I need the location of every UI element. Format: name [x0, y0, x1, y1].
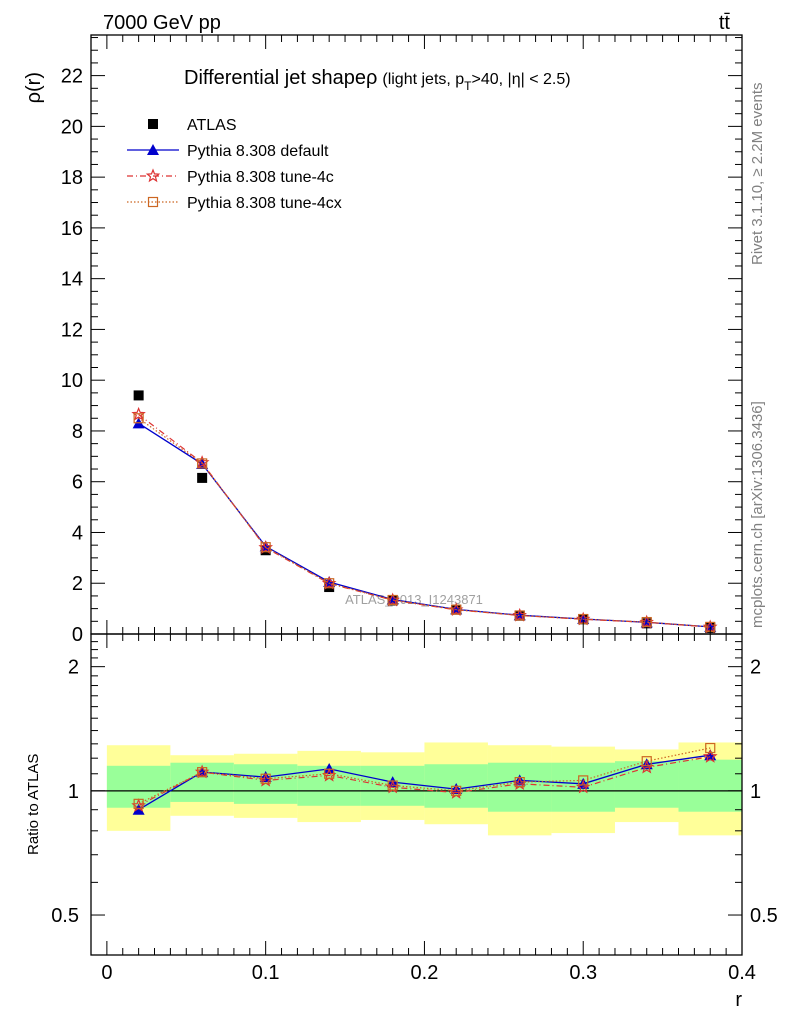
chart-title: Differential jet shapeρ (light jets, pT>4…	[184, 67, 571, 93]
x-tick-label: 0.2	[411, 962, 439, 984]
ratio-y-tick-label: 0.5	[750, 905, 778, 927]
rivet-label: Rivet 3.1.10, ≥ 2.2M events	[749, 83, 766, 266]
ratio-y-tick-label: 0.5	[51, 905, 79, 927]
ratio-y-tick-label: 2	[68, 657, 79, 679]
pythia-8-308-tune-4cx-point	[197, 458, 208, 469]
x-tick-label: 0.3	[569, 962, 597, 984]
process-label: tt̄	[719, 12, 731, 34]
main-panel: ρ(r) Differential jet shapeρ (light jets,…	[23, 34, 743, 646]
pythia-8-308-tune-4cx-ratio-point	[641, 756, 652, 767]
ratio-axes: 0 0.1 0.2 0.3 0.4 0.5 0.5 1 1 2 2	[51, 633, 778, 984]
y-tick-label: 12	[61, 319, 83, 341]
pythia-8-308-tune-4cx-ratio-point	[133, 798, 144, 809]
pythia-8-308-tune-4cx-point	[133, 413, 144, 424]
pythia-8-308-tune-4cx-ratio-point	[514, 777, 525, 788]
x-tick-label: 0	[101, 962, 112, 984]
atlas-data-point	[324, 582, 335, 593]
collision-label: 7000 GeV pp	[103, 12, 221, 34]
y-tick-label: 20	[61, 116, 83, 138]
pythia-8-308-default-ratio-point	[132, 803, 145, 815]
inner-band	[487, 762, 552, 812]
legend-label: ATLAS	[187, 117, 237, 134]
pythia-8-308-tune-4cx-point	[514, 610, 525, 621]
y-tick-label: 10	[61, 370, 83, 392]
pythia-8-308-default-ratio-point	[513, 774, 526, 786]
y-tick-label: 8	[72, 421, 83, 443]
legend: ATLAS Pythia 8.308 default Pythia 8.308 tu…	[127, 117, 342, 212]
main-y-axis-title: ρ(r)	[23, 72, 45, 103]
inner-band	[233, 764, 298, 804]
x-tick-label: 0.1	[252, 962, 280, 984]
pythia-8-308-tune-4cx-ratio-line	[138, 747, 711, 805]
pythia-8-308-tune-4cx-ratio-point	[260, 773, 271, 784]
legend-label: Pythia 8.308 default	[187, 143, 329, 160]
pythia-8-308-default-ratio-line	[138, 754, 711, 811]
inner-band	[678, 759, 742, 812]
pythia-8-308-tune-4cx-ratio-point	[578, 775, 589, 786]
ratio-y-tick-label: 2	[750, 657, 761, 679]
pythia-8-308-tune-4cx-point	[641, 616, 652, 628]
legend-marker	[148, 119, 158, 129]
x-axis-title: r	[735, 989, 742, 1011]
pythia-8-308-tune-4cx-ratio-point	[197, 767, 208, 778]
x-tick-label: 0.4	[728, 962, 756, 984]
legend-marker	[147, 144, 159, 155]
pythia-8-308-tune-4cx-ratio-point	[451, 785, 462, 796]
ratio-frame	[90, 633, 743, 956]
uncertainty-bands	[91, 742, 742, 836]
pythia-8-308-tune-4cx-line	[138, 417, 711, 628]
pythia-8-308-tune-4cx-point	[451, 604, 462, 615]
ratio-series-layer	[131, 742, 718, 815]
site-label: mcplots.cern.ch [arXiv:1306.3436]	[749, 401, 766, 628]
y-tick-label: 22	[61, 66, 83, 88]
pythia-8-308-default-ratio-point	[450, 783, 463, 795]
main-axes: 0 2 4 6 8 10 12 14 16 18 20 22	[61, 34, 743, 646]
y-tick-label: 4	[72, 522, 83, 544]
ratio-y-axis-title: Ratio to ATLAS	[25, 754, 42, 855]
pythia-8-308-tune-4cx-point	[324, 578, 335, 589]
pythia-8-308-tune-4c-point	[131, 406, 146, 421]
legend-marker	[147, 196, 159, 208]
legend-label: Pythia 8.308 tune-4c	[187, 169, 334, 186]
legend-marker	[145, 168, 161, 183]
pythia-8-308-default-ratio-point	[259, 771, 272, 783]
y-tick-label: 0	[72, 624, 83, 646]
pythia-8-308-tune-4cx-ratio-point	[387, 780, 398, 791]
ratio-panel: 0 0.1 0.2 0.3 0.4 0.5 0.5 1 1 2 2 Ratio to ATLAS r	[25, 633, 778, 1011]
y-tick-label: 6	[72, 472, 83, 494]
y-tick-label: 18	[61, 167, 83, 189]
y-tick-label: 16	[61, 218, 83, 240]
pythia-8-308-tune-4cx-point	[260, 542, 271, 553]
legend-label: Pythia 8.308 tune-4cx	[187, 195, 342, 212]
atlas-data-point	[133, 390, 144, 401]
y-tick-label: 14	[61, 269, 83, 291]
atlas-data-point	[197, 472, 208, 483]
pythia-8-308-tune-4cx-point	[387, 594, 398, 606]
ratio-y-tick-label: 1	[68, 781, 79, 803]
pythia-8-308-tune-4cx-ratio-point	[324, 768, 335, 779]
pythia-8-308-tune-4cx-ratio-point	[705, 742, 716, 754]
analysis-watermark: ATLAS_2013_I1243871	[345, 592, 483, 607]
ratio-y-tick-label: 1	[750, 781, 761, 803]
pythia-8-308-tune-4c-ratio-point	[702, 749, 718, 763]
y-tick-label: 2	[72, 573, 83, 595]
